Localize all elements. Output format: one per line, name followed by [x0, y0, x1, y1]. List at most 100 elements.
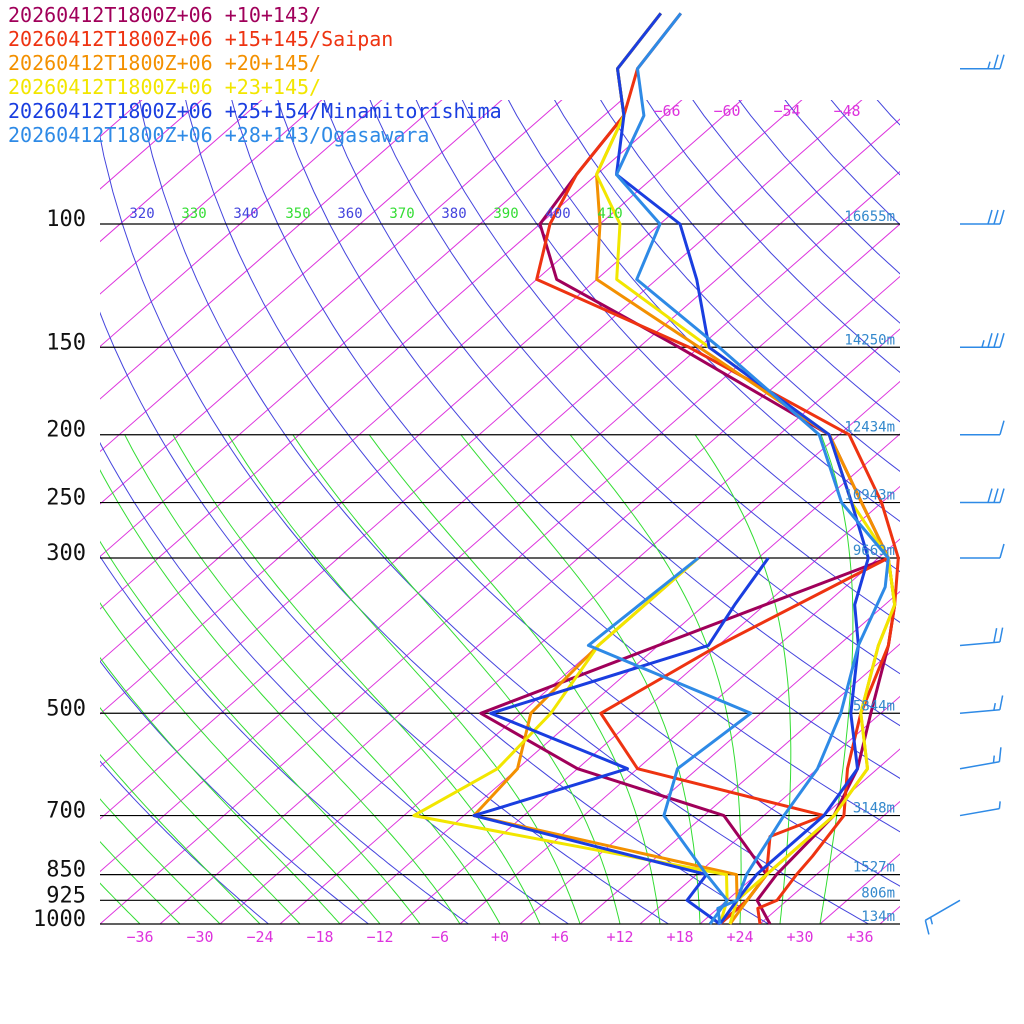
dewpoint-line [586, 556, 753, 925]
dry-adiabat-line [507, 100, 900, 522]
height-label: 134m [861, 909, 895, 925]
theta-label: 380 [441, 206, 466, 222]
wind-barb-flag [999, 543, 1005, 559]
pressure-label: 1000 [33, 907, 86, 932]
wind-barb-flag [987, 209, 993, 225]
moist-adiabat-line [100, 798, 221, 924]
wind-barb-flag [924, 920, 930, 935]
isotherm-line [279, 380, 900, 924]
isotherm-line [100, 223, 900, 924]
isotherm-line [100, 100, 863, 768]
chart-legend: 20260412T1800Z+06 +10+143/20260412T1800Z… [8, 3, 502, 147]
dry-adiabat-line [100, 555, 469, 924]
moist-adiabat-line [100, 753, 261, 924]
moist-adiabat-line [100, 707, 301, 924]
moist-adiabat-line [694, 434, 792, 924]
dewpoint-line [472, 556, 739, 925]
theta-label: 330 [181, 206, 206, 222]
legend-entry: 20260412T1800Z+06 +15+145/Saipan [8, 27, 393, 51]
dry-adiabat-line [323, 100, 900, 727]
isotherm-line [100, 100, 743, 663]
isotherm-line [399, 485, 900, 924]
dry-adiabat-lines [100, 100, 900, 924]
dry-adiabat-line [231, 100, 900, 833]
dry-adiabat-line [100, 134, 769, 924]
theta-label: 410 [597, 206, 622, 222]
x-tick-label: +6 [551, 928, 569, 946]
theta-label: 400 [545, 206, 570, 222]
wind-barb-flag [999, 333, 1005, 348]
theta-label: 350 [285, 206, 310, 222]
height-label: 9669m [853, 543, 895, 559]
axis-labels: 100 16655m 150 14250m 200 12434m 250 10943m 300 9… [33, 102, 895, 946]
wind-barb-half-flag [987, 61, 991, 69]
moist-adiabat-line [100, 469, 461, 924]
x-tick-label: +18 [666, 928, 693, 946]
moist-adiabat-line [124, 434, 501, 924]
dry-adiabat-line [139, 100, 869, 924]
x-tick-label: −36 [126, 928, 153, 946]
isotherm-line [459, 538, 900, 924]
wind-barb-flag [993, 54, 999, 69]
isotherm-line [100, 100, 383, 348]
moist-adiabat-line [100, 840, 181, 924]
theta-label: 320 [129, 206, 154, 222]
isotherm-line [100, 100, 803, 715]
isotherm-line [100, 170, 900, 873]
wind-barb-flag [993, 209, 999, 225]
wind-barb-half-flag [993, 703, 996, 711]
moist-adiabat-line [227, 434, 581, 924]
pressure-label: 850 [46, 858, 86, 883]
pressure-label: 150 [46, 330, 86, 355]
moist-adiabat-line [172, 434, 541, 924]
isotherm-line [100, 100, 443, 400]
dry-adiabat-line [369, 100, 900, 675]
dry-adiabat-line [415, 100, 900, 623]
pressure-label: 500 [46, 696, 86, 721]
isotherm-line [100, 118, 900, 820]
moist-adiabat-lines [100, 434, 854, 924]
isotherm-line [100, 100, 503, 453]
x-tick-label: +36 [846, 928, 873, 946]
theta-label: 370 [389, 206, 414, 222]
legend-entry: 20260412T1800Z+06 +28+143/Ogasawara [8, 123, 429, 147]
pressure-label: 200 [46, 418, 86, 443]
x-tick-label: +30 [786, 928, 813, 946]
wind-barb-flag [999, 209, 1005, 225]
height-label: 5844m [853, 698, 895, 714]
height-label: 10943m [844, 488, 895, 504]
x-tick-label: −24 [246, 928, 273, 946]
isotherm-line [219, 328, 900, 924]
pressure-label: 250 [46, 486, 86, 511]
wind-barb-flag [999, 695, 1004, 710]
temperature-line [615, 12, 890, 925]
wind-barb-flag [993, 628, 998, 643]
dry-adiabat-line [100, 441, 569, 924]
pressure-label: 700 [46, 799, 86, 824]
moist-adiabat-line [100, 656, 341, 924]
x-tick-label: +24 [726, 928, 753, 946]
wind-barb-flag [993, 488, 999, 503]
x-tick-label: +12 [606, 928, 633, 946]
legend-entry: 20260412T1800Z+06 +23+145/ [8, 75, 321, 99]
dry-adiabat-line [185, 100, 900, 887]
isotherm-line [100, 100, 323, 295]
wind-barb-flag [999, 54, 1005, 69]
dry-adiabat-line [554, 100, 900, 473]
theta-label: 340 [233, 206, 258, 222]
isotherm-line [519, 590, 900, 924]
wind-barb-flag [999, 627, 1004, 643]
pressure-label: 925 [46, 883, 86, 908]
height-label: 16655m [844, 209, 895, 225]
dewpoint-line [412, 556, 729, 925]
isotherm-line [100, 100, 683, 610]
wind-barb-staff [924, 899, 961, 921]
dry-adiabat-line [646, 100, 900, 374]
dry-adiabat-line [461, 100, 900, 573]
isotherm-top-label: −60 [713, 102, 740, 120]
wind-barb-staff [959, 709, 1000, 715]
dry-adiabat-line [100, 660, 369, 924]
wind-barb-flag [999, 488, 1005, 503]
x-tick-label: −12 [366, 928, 393, 946]
x-tick-label: −30 [186, 928, 213, 946]
